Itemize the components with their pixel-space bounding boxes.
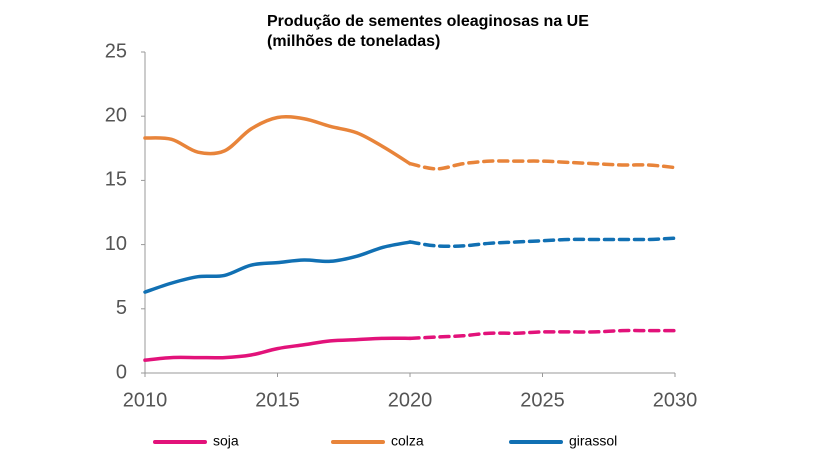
- x-tick-label: 2030: [653, 389, 698, 411]
- x-tick-label: 2020: [388, 389, 433, 411]
- y-tick-label: 15: [105, 169, 127, 191]
- projection-line: [408, 236, 677, 249]
- y-tick-label: 10: [105, 233, 127, 255]
- projection-line: [408, 328, 677, 341]
- x-tick-label: 2015: [255, 389, 300, 411]
- series-line: [143, 114, 412, 166]
- projection-line: [408, 159, 677, 171]
- y-tick-label: 25: [105, 40, 127, 62]
- y-tick-label: 20: [105, 104, 127, 126]
- chart-title: Produção de sementes oleaginosas na UE (…: [267, 13, 589, 50]
- x-tick-label: 2025: [520, 389, 565, 411]
- legend-label: colza: [391, 433, 424, 449]
- y-tick-label: 0: [116, 361, 127, 383]
- x-tick-label: 2010: [123, 389, 168, 411]
- legend-label: girassol: [569, 433, 617, 449]
- legend-label: soja: [213, 433, 239, 449]
- y-tick-label: 5: [116, 297, 127, 319]
- series-line: [143, 336, 412, 362]
- series-line: [143, 240, 412, 294]
